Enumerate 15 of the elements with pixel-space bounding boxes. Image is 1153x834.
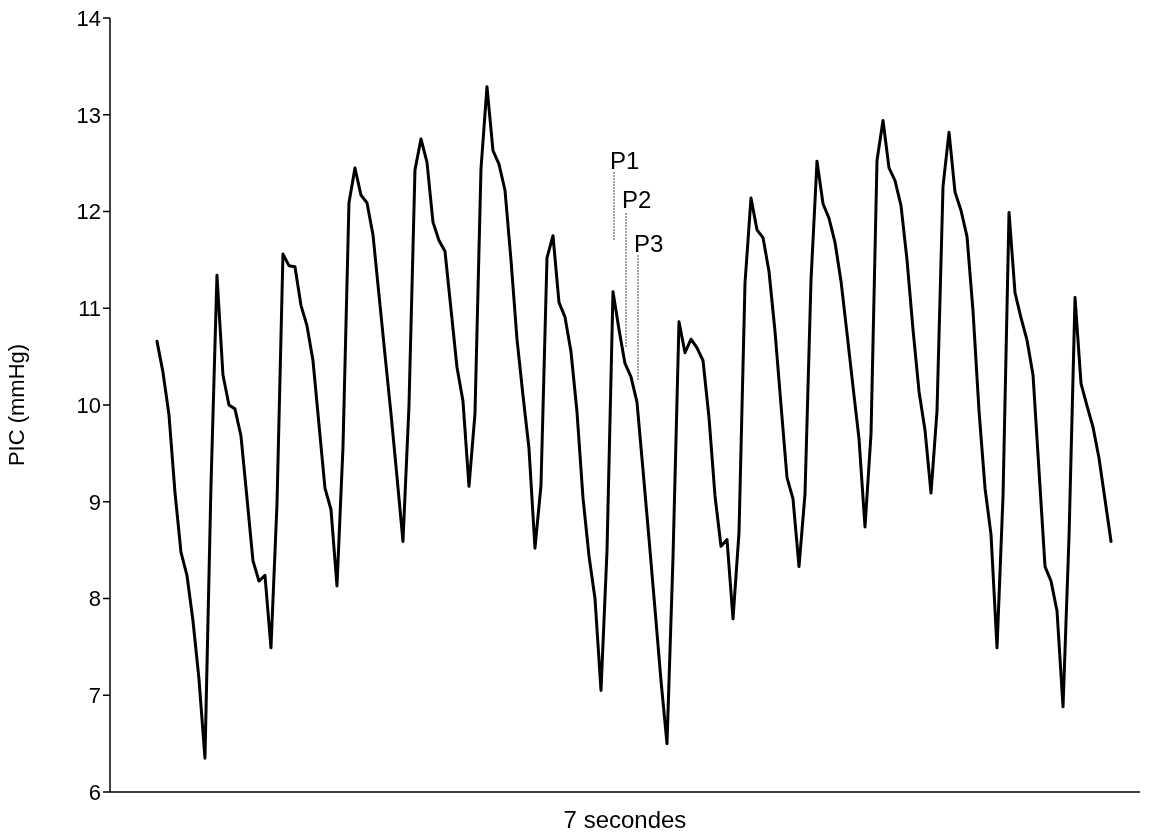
line-series (155, 85, 1113, 760)
y-tick-label: 14 (76, 5, 101, 31)
y-axis-title: PIC (mmHg) (3, 343, 29, 467)
y-tick-label: 10 (76, 392, 101, 418)
y-tick-label: 9 (88, 489, 101, 515)
y-tick-label: 8 (88, 586, 101, 612)
annotation: P3 (634, 230, 664, 257)
y-tick-label: 12 (76, 199, 101, 225)
y-tick-label: 11 (78, 296, 101, 322)
x-axis-title: 7 secondes (563, 806, 687, 833)
y-tick-label: 7 (88, 683, 101, 709)
y-tick-label: 13 (76, 102, 101, 128)
annotation: P2 (622, 186, 652, 213)
y-tick-label: 6 (88, 779, 101, 805)
annotation: P1 (610, 147, 640, 174)
